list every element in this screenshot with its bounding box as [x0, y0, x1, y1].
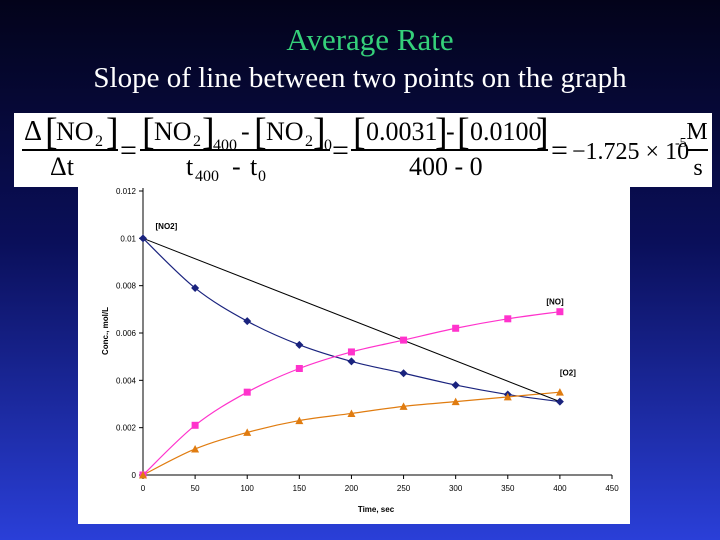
y-tick-label: 0.012 [116, 187, 137, 196]
x-tick-label: 400 [553, 484, 567, 493]
data-point-no [191, 421, 199, 429]
formula-bracket: ] [435, 113, 448, 153]
formula-sub-0: 0 [324, 137, 332, 154]
formula-minus: - [241, 117, 250, 146]
data-point-o2 [451, 397, 460, 406]
formula-minus: - [232, 152, 241, 181]
formula-t: t [186, 152, 194, 181]
formula-minus: - [446, 117, 455, 146]
data-point-no2 [555, 397, 564, 406]
y-tick-label: 0.006 [116, 329, 137, 338]
data-point-no [400, 336, 408, 344]
formula-bracket: [ [457, 113, 470, 153]
x-tick-label: 100 [241, 484, 255, 493]
formula-bracket: [ [353, 113, 366, 153]
formula-bracket: ] [536, 113, 549, 153]
y-tick-label: 0.008 [116, 282, 137, 291]
data-point-o2 [555, 388, 564, 396]
formula-no2-sub: 2 [305, 133, 313, 150]
series-label-o2: [O2] [560, 369, 576, 378]
formula-bracket: ] [106, 113, 119, 153]
x-tick-label: 300 [449, 484, 463, 493]
y-tick-label: 0.01 [120, 234, 136, 243]
formula-no2-sub: 2 [95, 133, 103, 150]
y-tick-label: 0.004 [116, 376, 137, 385]
formula-no2: NO [154, 117, 192, 146]
slide-title: Average Rate [286, 22, 454, 57]
formula-unit-m: M [686, 119, 707, 145]
data-point-no2 [451, 381, 460, 390]
formula-equals: = [551, 134, 568, 167]
data-point-no [347, 348, 355, 356]
y-axis-label: Conc., mol/L [101, 307, 110, 355]
formula-sub-0: 0 [258, 168, 266, 185]
formula-unit-s: s [693, 155, 702, 181]
y-tick-label: 0 [132, 471, 137, 480]
data-point-o2 [243, 428, 252, 436]
x-tick-label: 200 [345, 484, 359, 493]
data-point-no2 [243, 317, 252, 326]
formula-bracket: [ [254, 113, 267, 153]
data-point-no [243, 388, 251, 396]
data-point-o2 [139, 471, 147, 479]
data-point-o2 [399, 402, 408, 410]
formula-bracket: ] [202, 113, 215, 153]
data-point-o2 [503, 392, 512, 401]
data-point-o2 [347, 409, 356, 417]
formula-equals: = [332, 134, 349, 167]
formula-exponent: -5 [675, 136, 687, 151]
formula-no2: NO [56, 117, 94, 146]
formula-no2-sub: 2 [193, 133, 201, 150]
data-point-o2 [191, 444, 200, 453]
x-tick-label: 150 [293, 484, 307, 493]
data-point-o2 [295, 416, 304, 425]
formula-sub-400: 400 [195, 168, 219, 185]
data-point-no [295, 365, 303, 372]
y-tick-label: 0.002 [116, 424, 137, 433]
data-point-no2 [191, 284, 200, 293]
x-tick-label: 450 [605, 484, 619, 493]
data-point-no2 [295, 340, 304, 349]
data-point-no [556, 308, 564, 316]
series-line-o2 [142, 391, 560, 476]
x-tick-label: 50 [191, 484, 200, 493]
x-tick-label: 0 [141, 484, 146, 493]
formula-t: t [250, 152, 258, 181]
formula-bracket: [ [142, 113, 155, 153]
data-point-no2 [399, 369, 408, 378]
formula-result: −1.725 × 10 [572, 139, 689, 165]
formula-equals: = [120, 134, 137, 167]
x-tick-label: 250 [397, 484, 411, 493]
data-point-no2 [347, 357, 356, 366]
x-tick-label: 350 [501, 484, 515, 493]
data-point-no [452, 324, 460, 332]
slide-subtitle: Slope of line between two points on the … [93, 62, 627, 94]
formula-bracket: [ [45, 113, 58, 153]
concentration-chart: 0 0.002 0.004 0.006 0.008 0.01 0.012 0 50 100 150… [78, 186, 630, 524]
data-point-no2 [139, 234, 147, 243]
formula-denominator: 400 - 0 [409, 152, 483, 181]
formula-val-400: 0.0031 [366, 117, 438, 146]
series-label-no2: [NO2] [156, 222, 178, 231]
formula-delta-t: Δt [50, 152, 75, 181]
formula-bracket: ] [313, 113, 326, 153]
formula-delta: Δ [24, 116, 42, 147]
formula-val-0: 0.0100 [470, 117, 542, 146]
series-label-no: [NO] [546, 298, 564, 307]
formula-no2: NO [266, 117, 304, 146]
chart-svg: 0 0.002 0.004 0.006 0.008 0.01 0.012 0 50 100 150… [101, 187, 619, 514]
data-point-no [504, 315, 512, 323]
average-rate-formula: Δ [ NO 2 ] Δt = [ NO 2 ] 400 - [ NO 2 ] … [14, 113, 712, 187]
secant-line [142, 237, 561, 403]
x-axis-label: Time, sec [358, 505, 395, 514]
